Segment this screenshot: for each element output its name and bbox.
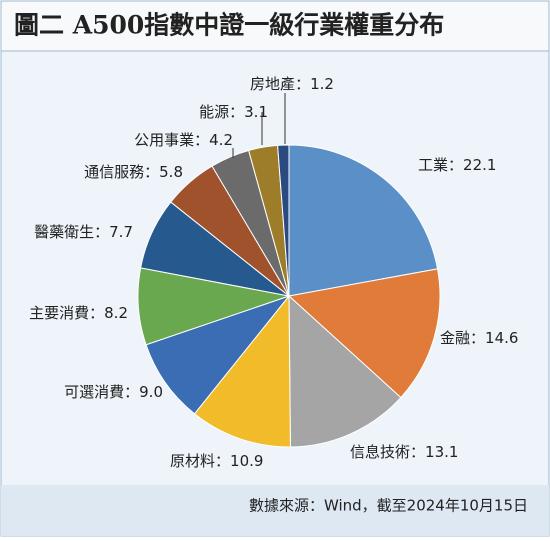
pie-slice [288, 294, 402, 448]
separator: ： [295, 75, 310, 93]
value-label: 5.8 [159, 163, 183, 181]
slice-label: 工業：22.1 [418, 156, 496, 174]
pie-slice [145, 294, 291, 415]
slice-label: 主要消費：8.2 [29, 304, 128, 322]
pie-slice [277, 144, 290, 297]
slice-label: 原材料：10.9 [170, 452, 263, 470]
value-label: 4.2 [209, 131, 233, 149]
separator: ： [89, 304, 104, 322]
slice-label: 可選消費：9.0 [64, 383, 163, 401]
category-name: 工業 [418, 156, 448, 174]
pie-slice [288, 144, 439, 297]
value-label: 22.1 [463, 156, 496, 174]
value-label: 13.1 [425, 443, 458, 461]
slice-label: 金融：14.6 [440, 329, 518, 347]
value-label: 1.2 [310, 75, 334, 93]
chart-title: 圖二 A500指數中證一級行業權重分布 [14, 11, 444, 40]
source-bar [1, 485, 549, 536]
value-label: 8.2 [104, 304, 128, 322]
separator: ： [94, 223, 109, 241]
category-name: 可選消費 [64, 383, 124, 401]
pie-slice [287, 268, 441, 399]
slice-label: 房地產：1.2 [250, 75, 334, 93]
separator: ： [124, 383, 139, 401]
source-note: 數據來源：Wind，截至2024年10月15日 [249, 497, 528, 515]
value-label: 14.6 [485, 329, 518, 347]
slice-label: 醫藥衛生：7.7 [34, 223, 133, 241]
value-label: 9.0 [139, 383, 163, 401]
category-name: 主要消費 [29, 304, 89, 322]
slice-label: 信息技術：13.1 [350, 443, 458, 461]
value-label: 7.7 [109, 223, 133, 241]
value-label: 10.9 [230, 452, 263, 470]
category-name: 原材料 [170, 452, 215, 470]
value-label: 3.1 [244, 103, 268, 121]
separator: ： [470, 329, 485, 347]
category-name: 信息技術 [350, 443, 410, 461]
category-name: 能源 [199, 103, 229, 121]
slice-label: 公用事業：4.2 [134, 131, 233, 149]
separator: ： [144, 163, 159, 181]
pie-slice [193, 294, 291, 448]
separator: ： [410, 443, 425, 461]
category-name: 金融 [440, 329, 470, 347]
category-name: 公用事業 [134, 131, 194, 149]
category-name: 醫藥衛生 [34, 223, 94, 241]
slice-label: 能源：3.1 [199, 103, 268, 121]
pie: 工業：22.1金融：14.6信息技術：13.1原材料：10.9可選消費：9.0主… [29, 75, 518, 470]
category-name: 通信服務 [84, 163, 144, 181]
separator: ： [448, 156, 463, 174]
slice-label: 通信服務：5.8 [84, 163, 183, 181]
separator: ： [215, 452, 230, 470]
separator: ： [229, 103, 244, 121]
separator: ： [194, 131, 209, 149]
category-name: 房地產 [250, 75, 295, 93]
title-bar [0, 0, 550, 52]
